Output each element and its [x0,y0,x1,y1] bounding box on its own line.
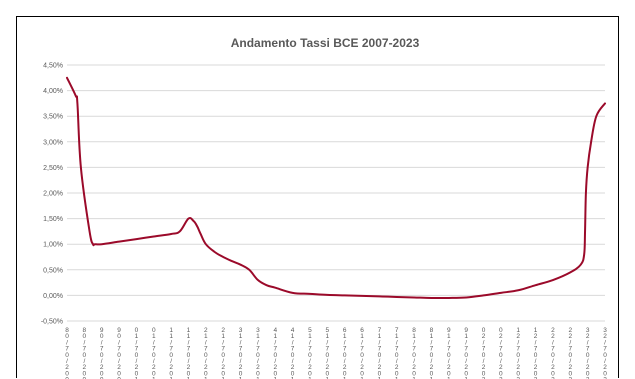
x-tick-label: 91/70/2019 [447,327,451,379]
y-tick-label: 1,50% [43,216,63,223]
y-tick-label: 3,50% [43,114,63,121]
x-tick-label: 32/70/2023 [586,327,590,379]
x-tick-label: 01/70/2010 [152,327,156,379]
x-tick-label: 71/70/2017 [378,327,382,379]
chart-title: Andamento Tassi BCE 2007-2023 [231,36,420,50]
x-tick-label: 80/70/2008 [83,327,87,379]
x-tick-label: 02/70/2020 [482,327,486,379]
x-tick-label: 90/70/2009 [100,327,104,379]
x-tick-label: 31/70/2013 [239,327,243,379]
y-tick-label: 1,00% [43,242,63,249]
gridlines [67,64,605,322]
x-tick-label: 41/70/2014 [291,327,295,379]
y-tick-label: 0,00% [43,293,63,300]
y-tick-label: 0,50% [43,267,63,274]
y-tick-label: -0,50% [41,319,63,326]
x-tick-label: 51/70/2015 [308,327,312,379]
y-tick-label: 2,50% [43,165,63,172]
series-line [66,76,606,300]
x-tick-label: 81/70/2018 [430,327,434,379]
x-tick-label: 80/70/2008 [65,327,69,379]
x-tick-label: 91/70/2019 [464,327,468,379]
x-tick-label: 31/70/2013 [256,327,260,379]
y-tick-label: 4,50% [43,63,63,70]
x-tick-label: 61/70/2016 [343,327,347,379]
x-tick-label: 71/70/2017 [395,327,399,379]
x-tick-label: 32/70/2023 [603,327,607,379]
x-tick-label: 41/70/2014 [273,327,277,379]
y-axis-ticks: 4,50% 4,00% 3,50% 3,00% 2,50% 2,00% 1,50% 1,00%… [41,63,63,326]
x-tick-label: 90/70/2009 [117,327,121,379]
x-tick-label: 01/70/2010 [135,327,139,379]
chart-area: Andamento Tassi BCE 2007-2023 4,50% 4,00%… [16,16,619,379]
x-tick-label: 61/70/2016 [360,327,364,379]
y-tick-label: 2,00% [43,191,63,198]
x-tick-label: 51/70/2015 [326,327,330,379]
y-tick-label: 3,00% [43,139,63,146]
x-axis-ticks: 80/70/2008 80/70/2008 90/70/2009 90/70/2009… [65,327,607,379]
series-lines [66,76,606,300]
x-tick-label: 81/70/2018 [412,327,416,379]
y-tick-label: 4,00% [43,88,63,95]
line-chart: Andamento Tassi BCE 2007-2023 4,50% 4,00%… [41,36,607,379]
x-tick-label: 02/70/2020 [499,327,503,379]
